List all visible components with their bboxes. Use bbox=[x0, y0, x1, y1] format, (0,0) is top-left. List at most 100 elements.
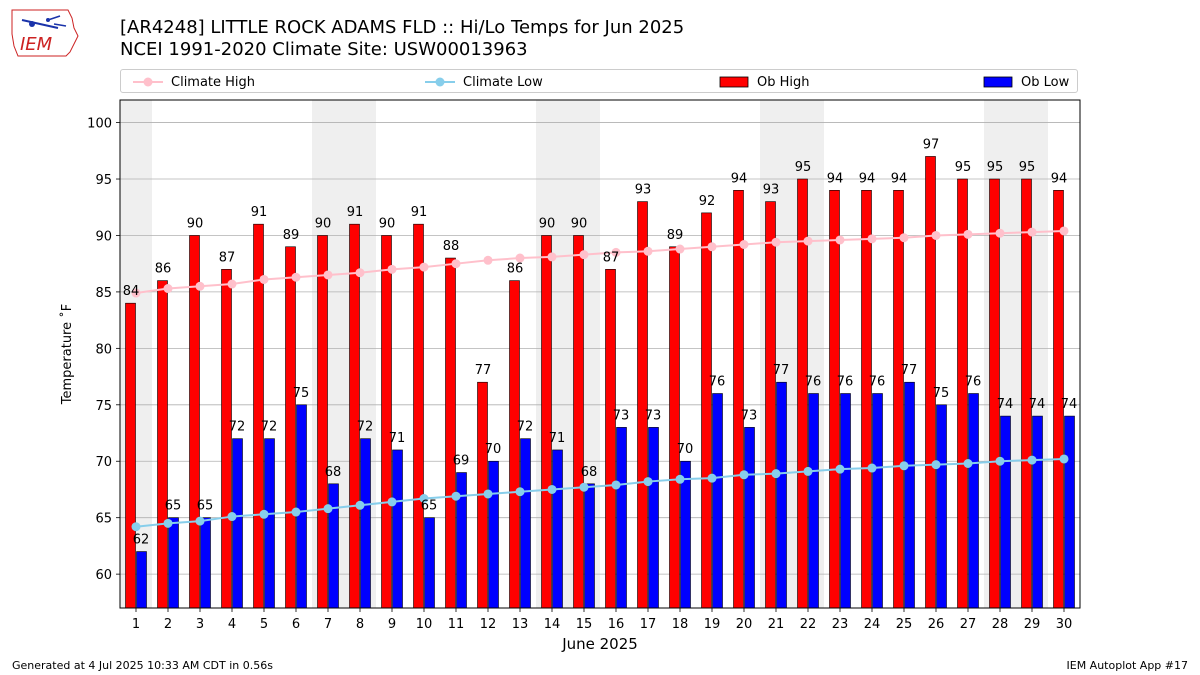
data-label-ob-low: 77 bbox=[901, 363, 918, 378]
climate-high-point bbox=[483, 255, 493, 265]
data-label-ob-high: 86 bbox=[155, 262, 172, 277]
climate-high-point bbox=[131, 288, 141, 298]
x-axis-label: June 2025 bbox=[561, 635, 638, 653]
bar-ob-low bbox=[712, 393, 723, 609]
bar-ob-high bbox=[1021, 178, 1032, 609]
x-tick-label: 14 bbox=[544, 617, 561, 632]
y-tick-label: 65 bbox=[95, 512, 112, 527]
climate-low-point bbox=[771, 469, 781, 479]
bar-ob-high bbox=[573, 235, 584, 609]
data-label-ob-high: 94 bbox=[891, 171, 908, 186]
climate-high-point bbox=[387, 264, 397, 274]
bar-ob-low bbox=[392, 449, 403, 609]
bar-ob-high bbox=[669, 246, 680, 609]
climate-low-point bbox=[195, 516, 205, 526]
shaded-day-band bbox=[536, 100, 568, 608]
shaded-day-band bbox=[344, 100, 376, 608]
x-tick-label: 23 bbox=[832, 617, 849, 632]
y-tick-label: 80 bbox=[95, 342, 112, 357]
climate-high-point bbox=[227, 279, 237, 289]
bar-ob-low bbox=[200, 517, 211, 609]
climate-high-point bbox=[291, 272, 301, 282]
x-tick-label: 12 bbox=[480, 617, 497, 632]
climate-low-point bbox=[515, 487, 525, 497]
bar-ob-low bbox=[872, 393, 883, 609]
data-label-ob-low: 72 bbox=[517, 420, 534, 435]
legend-label-climate-high: Climate High bbox=[171, 74, 256, 90]
climate-high-point bbox=[355, 268, 365, 278]
bar-ob-high bbox=[829, 190, 840, 609]
bar-ob-high bbox=[285, 246, 296, 609]
bar-ob-high bbox=[445, 257, 456, 609]
x-tick-label: 24 bbox=[864, 617, 881, 632]
climate-high-point bbox=[771, 237, 781, 247]
data-label-ob-low: 73 bbox=[741, 408, 758, 423]
data-label-ob-high: 77 bbox=[475, 363, 492, 378]
plot-frame bbox=[119, 99, 1081, 609]
climate-low-point bbox=[291, 507, 301, 517]
x-tick-label: 16 bbox=[608, 617, 625, 632]
bar-ob-high bbox=[861, 190, 872, 609]
climate-high-point bbox=[1027, 227, 1037, 237]
data-label-ob-high: 91 bbox=[347, 205, 364, 220]
y-tick-label: 70 bbox=[95, 455, 112, 470]
climate-high-point bbox=[867, 234, 877, 244]
data-label-ob-high: 89 bbox=[283, 228, 300, 243]
data-label-ob-high: 90 bbox=[379, 216, 396, 231]
data-label-ob-high: 89 bbox=[667, 228, 684, 243]
data-label-ob-high: 95 bbox=[795, 160, 812, 175]
climate-high-point bbox=[803, 236, 813, 246]
bar-ob-high bbox=[541, 235, 552, 609]
climate-low-point bbox=[387, 497, 397, 507]
bar-ob-low bbox=[776, 381, 787, 609]
data-label-ob-high: 90 bbox=[571, 216, 588, 231]
bar-swatch-icon bbox=[983, 76, 1013, 88]
shaded-day-band bbox=[312, 100, 344, 608]
x-tick-label: 6 bbox=[292, 617, 300, 632]
legend-item-climate-low: Climate Low bbox=[425, 70, 543, 94]
shaded-day-band bbox=[760, 100, 792, 608]
shaded-day-band bbox=[984, 100, 1016, 608]
climate-low-point bbox=[675, 474, 685, 484]
climate-high-point bbox=[547, 252, 557, 262]
data-label-ob-high: 94 bbox=[827, 171, 844, 186]
x-tick-label: 25 bbox=[896, 617, 913, 632]
climate-low-point bbox=[227, 512, 237, 522]
climate-low-point bbox=[1027, 455, 1037, 465]
title-line-2: NCEI 1991-2020 Climate Site: USW00013963 bbox=[120, 39, 528, 60]
bar-ob-high bbox=[957, 178, 968, 609]
shaded-day-band bbox=[792, 100, 824, 608]
climate-high-point bbox=[899, 233, 909, 243]
data-label-ob-low: 76 bbox=[709, 375, 726, 390]
climate-low-point bbox=[867, 463, 877, 473]
data-label-ob-low: 71 bbox=[549, 431, 566, 446]
bar-ob-high bbox=[381, 235, 392, 609]
climate-high-point bbox=[707, 242, 717, 252]
data-label-ob-low: 73 bbox=[645, 408, 662, 423]
climate-low-point bbox=[835, 464, 845, 474]
data-label-ob-high: 95 bbox=[1019, 160, 1036, 175]
x-tick-label: 3 bbox=[196, 617, 204, 632]
legend-label-ob-low: Ob Low bbox=[1021, 74, 1070, 90]
bar-ob-low bbox=[648, 427, 659, 609]
bar-ob-high bbox=[157, 280, 168, 609]
x-tick-label: 27 bbox=[960, 617, 977, 632]
iem-logo: IEM bbox=[8, 6, 80, 60]
climate-low-line bbox=[135, 457, 1065, 528]
climate-high-point bbox=[515, 253, 525, 263]
data-label-ob-high: 91 bbox=[411, 205, 428, 220]
x-tick-label: 11 bbox=[448, 617, 465, 632]
data-label-ob-low: 70 bbox=[677, 442, 694, 457]
x-tick-label: 30 bbox=[1056, 617, 1073, 632]
x-tick-label: 15 bbox=[576, 617, 593, 632]
climate-high-point bbox=[739, 239, 749, 249]
shaded-day-band bbox=[568, 100, 600, 608]
data-label-ob-high: 91 bbox=[251, 205, 268, 220]
line-marker-icon bbox=[425, 77, 455, 87]
data-label-ob-high: 87 bbox=[219, 250, 236, 265]
bar-ob-low bbox=[424, 517, 435, 609]
data-label-ob-high: 86 bbox=[507, 262, 524, 277]
data-label-ob-high: 94 bbox=[859, 171, 876, 186]
climate-high-line bbox=[135, 229, 1065, 295]
